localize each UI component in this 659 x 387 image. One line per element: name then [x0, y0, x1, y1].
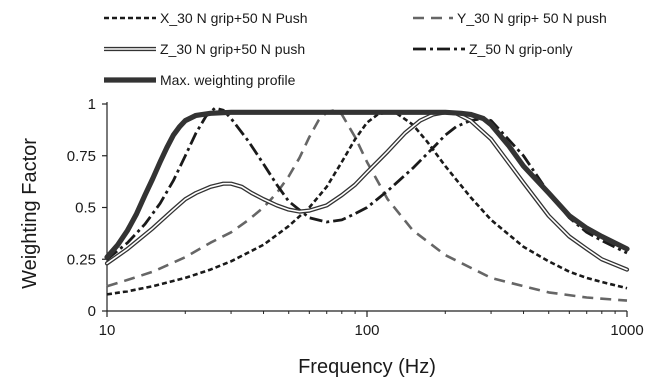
- legend-label: Z_50 N grip-only: [469, 41, 573, 57]
- legend-label: Max. weighting profile: [160, 72, 296, 88]
- legend: X_30 N grip+50 N Push Y_30 N grip+ 50 N p…: [104, 10, 607, 88]
- legend-label: Z_30 N grip+50 N push: [160, 41, 305, 57]
- y-tick-label: 0.75: [67, 148, 96, 165]
- x-tick-label: 1000: [610, 322, 643, 339]
- y-axis-title: Weighting Factor: [19, 138, 41, 289]
- series-line: [104, 109, 630, 260]
- x-tick-label: 10: [99, 322, 116, 339]
- x-axis-title: Frequency (Hz): [298, 356, 436, 378]
- axes: 0 0.25 0.5 0.75 1 10 100 1000: [67, 96, 644, 339]
- y-tick-label: 0.5: [75, 200, 96, 217]
- series-line-inner: [106, 111, 628, 271]
- series-line: [106, 108, 628, 302]
- series-line: [106, 106, 628, 261]
- y-tick-label: 1: [88, 96, 96, 113]
- legend-label: Y_30 N grip+ 50 N push: [457, 10, 607, 26]
- series-line: [106, 111, 628, 296]
- y-tick-label: 0: [88, 303, 96, 320]
- x-tick-label: 100: [354, 322, 379, 339]
- y-tick-label: 0.25: [67, 251, 96, 268]
- legend-label: X_30 N grip+50 N Push: [160, 10, 307, 26]
- series-group: [104, 106, 630, 302]
